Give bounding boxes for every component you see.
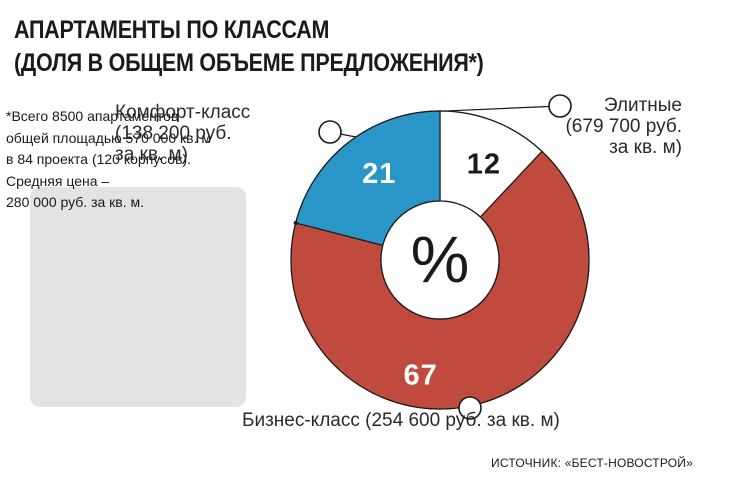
center-percent-sign: % (411, 222, 470, 296)
note-box (30, 187, 246, 407)
label-connectors (293, 94, 572, 420)
footnote-line: общей площадью 570 000 кв. м (6, 129, 211, 146)
label-comfort-line: Комфорт-класс (115, 102, 251, 123)
label-comfort-line: за кв. м) (115, 144, 188, 165)
label-comfort-class: Комфорт-класс (138 200 руб. за кв. м) (115, 102, 250, 165)
label-business-class: Бизнес-класс (254 600 руб. за кв. м) (242, 410, 560, 431)
leader-line-elite (443, 105, 561, 112)
chart-title: АПАРТАМЕНТЫ ПО КЛАССАМ (ДОЛЯ В ОБЩЕМ ОБЪ… (14, 14, 484, 80)
leader-dot-business (458, 396, 482, 420)
footnote-line: *Всего 8500 апартаментов (6, 108, 179, 124)
leader-dot-comfort (318, 120, 342, 144)
footnote: *Всего 8500 апартаментов общей площадью … (6, 106, 236, 214)
donut-center: % (380, 200, 500, 320)
footnote-line: Средняя цена – (6, 172, 110, 189)
label-elite-class: Элитные (679 700 руб. за кв. м) (565, 95, 682, 158)
footnote-line: 280 000 руб. за кв. м. (6, 194, 145, 210)
source-credit: ИСТОЧНИК: «БЕСТ-НОВОСТРОЙ» (491, 456, 693, 470)
label-elite-line: за кв. м) (609, 137, 682, 158)
label-elite-line: Элитные (603, 95, 682, 116)
donut-hole (380, 200, 500, 320)
boundary-marker (293, 220, 298, 225)
label-comfort-line: (138 200 руб. (115, 123, 232, 144)
chart-title-line-1: АПАРТАМЕНТЫ ПО КЛАССАМ (14, 16, 330, 44)
slice-label-элитные: 12 (467, 149, 501, 181)
footnote-line: в 84 проекта (120 корпусов). (6, 151, 192, 167)
label-elite-line: (679 700 руб. (565, 116, 682, 137)
slice-value-labels: 12 67 21 (362, 149, 501, 392)
slice-label-комфорт-класс: 21 (362, 158, 396, 190)
label-business-line: Бизнес-класс (254 600 руб. за кв. м) (242, 410, 560, 431)
chart-title-line-2: (ДОЛЯ В ОБЩЕМ ОБЪЕМЕ ПРЕДЛОЖЕНИЯ*) (14, 49, 484, 77)
slice-label-бизнес-класс: 67 (404, 359, 438, 391)
leader-dot-elite (548, 94, 572, 118)
